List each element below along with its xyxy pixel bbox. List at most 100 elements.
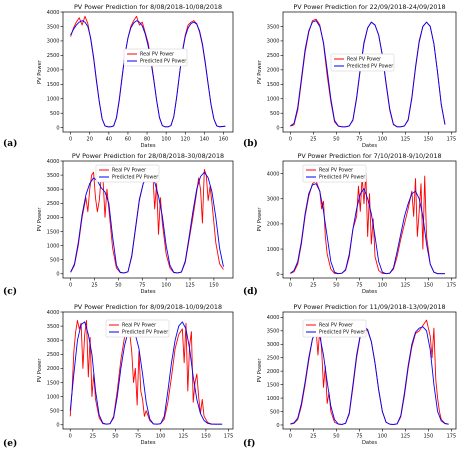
panel-label: (d) bbox=[243, 286, 258, 297]
series-line-real bbox=[290, 18, 446, 128]
y-tick-label: 2500 bbox=[267, 356, 280, 362]
x-tick-label: 125 bbox=[401, 434, 411, 440]
y-tick-label: 3000 bbox=[267, 342, 280, 348]
y-tick-label: 3500 bbox=[47, 324, 60, 330]
y-tick-label: 500 bbox=[270, 409, 280, 415]
y-tick-label: 1500 bbox=[267, 382, 280, 388]
y-tick-label: 2000 bbox=[267, 369, 280, 375]
y-tick-label: 4000 bbox=[47, 159, 60, 165]
y-axis-label: PV Power bbox=[257, 207, 263, 232]
panel-label: (e) bbox=[3, 438, 17, 449]
y-tick-label: 2000 bbox=[47, 366, 60, 372]
legend-label-predicted: Predicted PV Power bbox=[122, 330, 168, 336]
x-tick-label: 150 bbox=[424, 283, 434, 289]
x-tick-label: 25 bbox=[310, 434, 316, 440]
x-tick-label: 50 bbox=[112, 434, 118, 440]
x-tick-label: 25 bbox=[310, 283, 316, 289]
y-tick-label: 2500 bbox=[47, 53, 60, 59]
y-tick-label: 1500 bbox=[47, 82, 60, 88]
y-tick-label: 3500 bbox=[47, 24, 60, 30]
y-tick-label: 0 bbox=[276, 423, 279, 429]
x-tick-label: 40 bbox=[106, 137, 112, 143]
y-tick-label: 3500 bbox=[267, 24, 280, 30]
x-tick-label: 125 bbox=[401, 283, 411, 289]
y-tick-label: 2500 bbox=[47, 201, 60, 207]
legend-label-real: Real PV Power bbox=[347, 57, 381, 63]
x-tick-label: 150 bbox=[201, 434, 211, 440]
legend-box bbox=[95, 164, 160, 183]
y-tick-label: 500 bbox=[270, 111, 280, 117]
x-tick-label: 0 bbox=[69, 283, 72, 289]
chart-panel-6: PV Power Prediction for 11/09/2018-13/09… bbox=[243, 303, 457, 449]
plot-frame bbox=[282, 311, 457, 430]
chart-title: PV Power Prediction for 28/08/2018-30/08… bbox=[72, 152, 224, 160]
x-tick-label: 120 bbox=[180, 137, 190, 143]
x-tick-label: 20 bbox=[87, 137, 93, 143]
legend-box bbox=[105, 319, 170, 338]
y-axis-label: PV Power bbox=[37, 207, 43, 232]
x-tick-label: 175 bbox=[447, 283, 457, 289]
y-tick-label: 3000 bbox=[47, 338, 60, 344]
y-tick-label: 1000 bbox=[47, 243, 60, 249]
x-tick-label: 75 bbox=[135, 434, 141, 440]
legend-box bbox=[302, 319, 367, 338]
x-tick-label: 60 bbox=[125, 137, 131, 143]
y-tick-label: 2000 bbox=[267, 68, 280, 74]
plot-frame bbox=[282, 11, 457, 133]
y-tick-label: 3000 bbox=[267, 197, 280, 203]
y-tick-label: 2500 bbox=[47, 352, 60, 358]
legend-label-real: Real PV Power bbox=[112, 168, 146, 174]
plot-frame bbox=[282, 160, 457, 279]
x-axis-label: Dates bbox=[140, 143, 155, 149]
y-tick-label: 4000 bbox=[47, 310, 60, 316]
y-tick-label: 2000 bbox=[47, 68, 60, 74]
legend-label-predicted: Predicted PV Power bbox=[112, 175, 158, 181]
y-tick-label: 2500 bbox=[267, 53, 280, 59]
chart-title: PV Power Prediction for 22/09/2018-24/09… bbox=[293, 3, 445, 11]
series-line-real bbox=[70, 15, 226, 128]
x-tick-label: 50 bbox=[333, 137, 339, 143]
y-tick-label: 1500 bbox=[47, 380, 60, 386]
y-tick-label: 1000 bbox=[267, 97, 280, 103]
chart-title: PV Power Prediction for 11/09/2018-13/09… bbox=[293, 303, 445, 311]
chart-title: PV Power Prediction for 8/09/2018-10/09/… bbox=[74, 303, 222, 311]
y-tick-label: 500 bbox=[50, 257, 60, 263]
x-tick-label: 0 bbox=[289, 283, 292, 289]
x-tick-label: 175 bbox=[447, 434, 457, 440]
x-tick-label: 25 bbox=[90, 434, 96, 440]
plot-frame bbox=[62, 311, 234, 430]
series-line-predicted bbox=[290, 326, 449, 425]
series-line-real bbox=[70, 169, 224, 274]
chart-title: PV Power Prediction for 8/08/2018-10/08/… bbox=[74, 3, 222, 11]
x-tick-label: 175 bbox=[224, 434, 234, 440]
y-tick-label: 4000 bbox=[267, 315, 280, 321]
y-tick-label: 3500 bbox=[47, 173, 60, 179]
y-tick-label: 2000 bbox=[47, 215, 60, 221]
x-axis-label: Dates bbox=[362, 143, 377, 149]
y-tick-label: 1000 bbox=[267, 247, 280, 253]
y-tick-label: 0 bbox=[56, 423, 59, 429]
legend-box bbox=[123, 48, 188, 67]
y-tick-label: 3500 bbox=[267, 329, 280, 335]
legend-label-real: Real PV Power bbox=[140, 52, 174, 58]
y-tick-label: 1000 bbox=[47, 97, 60, 103]
x-axis-label: Dates bbox=[362, 289, 377, 295]
legend-box bbox=[330, 53, 395, 72]
legend-label-predicted: Predicted PV Power bbox=[319, 330, 365, 336]
y-tick-label: 500 bbox=[50, 408, 60, 414]
x-tick-label: 50 bbox=[333, 434, 339, 440]
x-tick-label: 100 bbox=[156, 434, 166, 440]
series-line-predicted bbox=[290, 20, 446, 128]
x-axis-label: Dates bbox=[140, 440, 155, 446]
y-tick-label: 1500 bbox=[267, 82, 280, 88]
plot-frame bbox=[62, 160, 234, 279]
panel-label: (c) bbox=[3, 286, 17, 297]
x-tick-label: 75 bbox=[356, 137, 362, 143]
y-tick-label: 4000 bbox=[47, 10, 60, 16]
chart-panel-4: PV Power Prediction for 7/10/2018-9/10/2… bbox=[243, 152, 457, 297]
